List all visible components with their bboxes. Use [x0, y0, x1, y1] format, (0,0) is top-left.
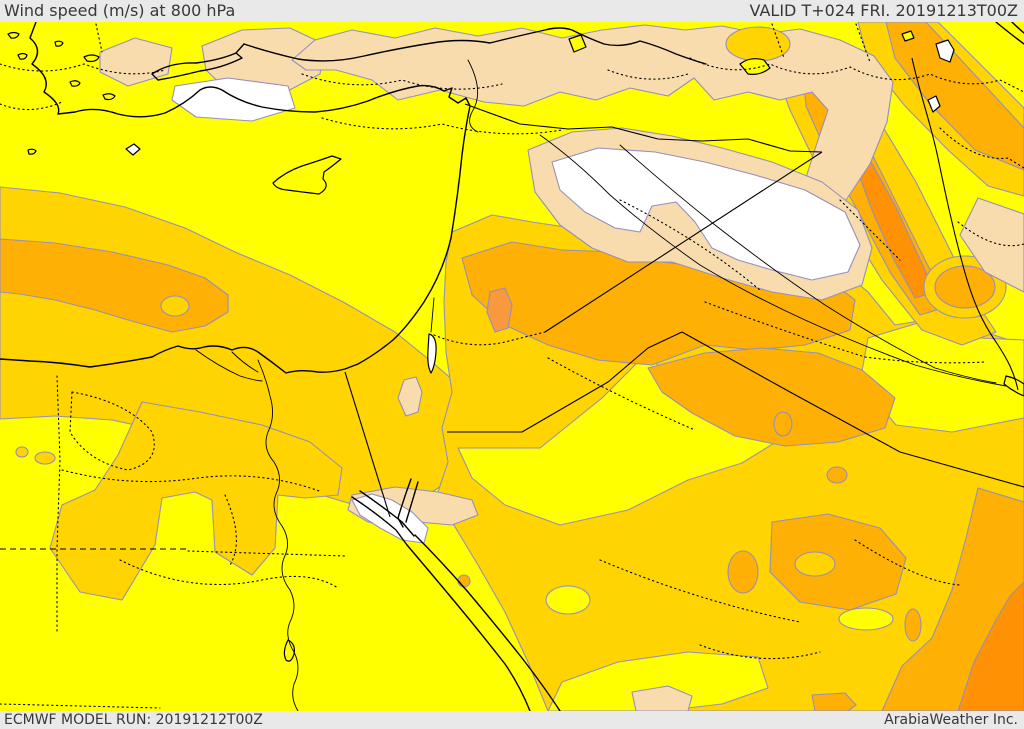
egypt-interior-borders: [61, 391, 339, 589]
deep-orange-core-zagros: [857, 159, 936, 299]
gold-blob-ne-anatolia: [725, 26, 791, 62]
wheat-right-edge-iran: [959, 197, 1024, 293]
cyprus-island: [272, 155, 342, 195]
orange-blob-small-1: [727, 550, 759, 594]
orange-blob-small-3: [826, 466, 848, 484]
aegean-coast: [29, 21, 76, 115]
nile-river: [257, 359, 299, 712]
wheat-spot-bottom-center: [631, 685, 693, 712]
kizilirmak-river: [467, 59, 479, 133]
dead-sea: [427, 333, 437, 374]
credit-label: ArabiaWeather Inc.: [884, 712, 1018, 728]
top-title-bar: Wind speed (m/s) at 800 hPa VALID T+024 …: [0, 0, 1024, 22]
jordan-saudi-border: [447, 331, 683, 433]
jordan-river: [430, 297, 435, 333]
hot-orange-spot-syria: [486, 287, 513, 333]
black-sea-coast: [243, 27, 707, 65]
aegean-islands: [7, 31, 116, 155]
tigris-river: [619, 144, 997, 384]
turkey-interior-borders: [301, 69, 689, 135]
egypt-israel-border: [344, 371, 391, 518]
turkey-south-levant-egypt-coast: [0, 84, 471, 374]
lake-nasser: [283, 639, 295, 662]
gold-hole-south-saudi: [794, 551, 836, 577]
iran-iraq-border: [911, 57, 1019, 391]
gulf-of-aqaba-coast: [397, 478, 419, 528]
caucasus-borders: [689, 23, 1024, 93]
orange-region-south-saudi: [769, 513, 907, 611]
syria-iraq-border: [544, 151, 823, 333]
iraq-interior-borders: [619, 199, 901, 291]
white-patch-central-turkey: [551, 147, 861, 281]
gulf-of-suez-coast: [351, 490, 415, 546]
nile-delta-branches: [195, 349, 263, 382]
lake-sevan: [901, 30, 915, 42]
lake-urmia: [927, 39, 955, 113]
turkey-syria-iraq-border: [464, 103, 823, 153]
yellow-hole-saudi-2: [838, 607, 894, 631]
map-title: Wind speed (m/s) at 800 hPa: [4, 1, 236, 20]
border-layer: [0, 23, 1024, 709]
orange-region-north-saudi: [647, 347, 896, 447]
yellow-wedge-south-jordan: [457, 351, 793, 526]
river-layer: [195, 59, 1007, 712]
balkan-borders: [0, 23, 166, 111]
orange-band-northeast-corner: [885, 21, 1024, 171]
orange-blob-right-edge: [934, 265, 996, 309]
wheat-spot-dead-sea: [397, 376, 423, 417]
rhodes-island: [125, 143, 141, 156]
orange-blob-small-4: [904, 608, 922, 642]
euphrates-river: [539, 134, 1007, 387]
model-run-label: ECMWF MODEL RUN: 20191212T00Z: [4, 712, 263, 728]
orange-blob-small-5: [457, 574, 471, 588]
wheat-spot-nw-1: [99, 37, 173, 87]
bottom-status-bar: ECMWF MODEL RUN: 20191212T00Z ArabiaWeat…: [0, 711, 1024, 729]
red-sea-east-coast: [414, 534, 561, 712]
marmara-sea-outline: [151, 43, 245, 81]
coastline-layer: [0, 21, 1024, 712]
egypt-libya-border: [56, 375, 61, 633]
lake-tuz: [568, 34, 587, 53]
orange-blob-small-2: [773, 411, 793, 437]
deep-orange-corner-southeast: [957, 581, 1024, 712]
sudan-border-bottom: [0, 703, 161, 709]
gold-spot-egypt: [34, 451, 56, 465]
gold-hole-in-orange: [160, 295, 190, 317]
iran-interior-borders: [939, 127, 1024, 247]
caspian-coast-corner: [995, 21, 1024, 45]
yellow-hole-saudi: [545, 585, 591, 615]
valid-time-label: VALID T+024 FRI. 20191213T00Z: [749, 1, 1018, 20]
gold-region-central-egypt: [49, 401, 343, 601]
lake-van: [739, 58, 771, 75]
persian-gulf-tip: [1003, 375, 1024, 397]
iraq-saudi-border: [681, 331, 1024, 488]
orange-blob-bottom-edge: [811, 692, 857, 712]
gold-spot-egypt-2: [15, 446, 29, 458]
red-sea-west-coast: [406, 544, 531, 712]
wind-fill-layer: [0, 21, 1024, 712]
